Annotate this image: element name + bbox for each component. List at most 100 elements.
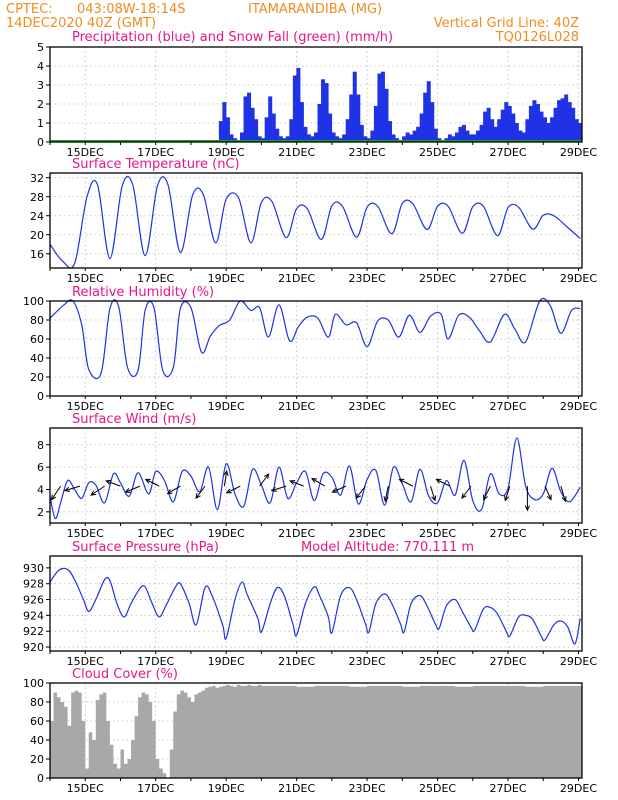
pressure-title: Surface Pressure (hPa) bbox=[72, 540, 219, 555]
precip-bar bbox=[409, 134, 414, 142]
temperature-xtick-label: 19DEC bbox=[208, 272, 245, 285]
cloud-title: Cloud Cover (%) bbox=[72, 667, 178, 682]
humidity-ytick-label: 60 bbox=[30, 333, 44, 346]
wind-vector bbox=[63, 485, 81, 492]
pressure-ytick-label: 922 bbox=[23, 625, 44, 638]
pressure-line bbox=[49, 567, 581, 645]
precip-bar bbox=[285, 136, 290, 142]
precip-bar bbox=[247, 92, 252, 142]
precip-bar bbox=[447, 134, 452, 142]
wind-vector bbox=[544, 485, 552, 501]
humidity-ytick-label: 0 bbox=[37, 390, 44, 403]
cloud-xtick-label: 21DEC bbox=[278, 782, 315, 795]
pressure-ytick-label: 928 bbox=[23, 578, 44, 591]
humidity-xtick-label: 19DEC bbox=[208, 400, 245, 413]
humidity-panel: Relative Humidity (%) 0 20 40 60 80 100 15DEC 1… bbox=[23, 285, 597, 413]
precip-panel: Precipitation (blue) and Snow Fall (gree… bbox=[37, 30, 597, 159]
precip-bar bbox=[359, 124, 364, 142]
precip-ytick-label: 5 bbox=[37, 41, 44, 54]
header-init-time: 14DEC2020 40Z (GMT) bbox=[6, 16, 156, 31]
precip-bar bbox=[430, 102, 435, 142]
temperature-xtick-label: 23DEC bbox=[349, 272, 386, 285]
precip-bar bbox=[504, 102, 509, 142]
wind-panel: Surface Wind (m/s) 2 4 6 8 15DEC 17DEC 19DEC 21… bbox=[37, 412, 597, 540]
header-model: TQ0126L028 bbox=[495, 30, 579, 45]
precip-bar bbox=[412, 130, 417, 142]
precip-frame bbox=[49, 46, 583, 143]
precip-bar bbox=[250, 107, 255, 142]
precip-bar bbox=[254, 119, 259, 142]
precip-bar bbox=[391, 134, 396, 142]
pressure-frame bbox=[49, 555, 583, 652]
temperature-ytick-label: 20 bbox=[30, 229, 44, 242]
precip-bar bbox=[335, 136, 340, 142]
cloud-xtick-label: 19DEC bbox=[208, 782, 245, 795]
precip-xtick-label: 23DEC bbox=[349, 146, 386, 159]
precip-ytick-label: 0 bbox=[37, 136, 44, 149]
wind-vector bbox=[289, 479, 304, 487]
wind-vector bbox=[504, 485, 511, 502]
pressure-xtick-label: 21DEC bbox=[278, 655, 315, 668]
pressure-xtick-label: 27DEC bbox=[489, 655, 526, 668]
precip-bar bbox=[352, 71, 357, 142]
header-coords: 043:08W-18:14S bbox=[77, 2, 185, 17]
temperature-panel: Surface Temperature (nC) 16 20 24 28 32 15DEC… bbox=[30, 157, 597, 285]
pressure-annotation: Model Altitude: 770.111 m bbox=[301, 540, 474, 555]
precip-bar bbox=[521, 132, 526, 142]
wind-ytick-label: 6 bbox=[37, 461, 44, 474]
precip-bar bbox=[465, 130, 470, 142]
precip-bar bbox=[243, 96, 248, 142]
precip-bar bbox=[331, 132, 336, 142]
precip-bar bbox=[271, 113, 276, 142]
precip-bar bbox=[528, 105, 533, 142]
wind-vector bbox=[483, 485, 491, 501]
humidity-xtick-label: 17DEC bbox=[137, 400, 174, 413]
precip-bar bbox=[469, 134, 474, 142]
precip-bar bbox=[314, 132, 318, 142]
precip-bar bbox=[373, 105, 378, 142]
precip-title: Precipitation (blue) and Snow Fall (gree… bbox=[72, 30, 393, 45]
wind-vector bbox=[383, 486, 389, 503]
temperature-xtick-label: 29DEC bbox=[560, 272, 597, 285]
precip-bar bbox=[557, 100, 562, 142]
precip-bar bbox=[264, 117, 269, 142]
precip-bar bbox=[306, 134, 311, 142]
wind-vector bbox=[225, 485, 241, 494]
cloud-ytick-label: 80 bbox=[30, 696, 44, 709]
precip-bar bbox=[525, 119, 530, 142]
precip-bar bbox=[225, 117, 230, 142]
precip-ytick-label: 1 bbox=[37, 117, 44, 130]
temperature-ytick-label: 28 bbox=[30, 191, 44, 204]
wind-vector bbox=[195, 485, 206, 500]
precip-bar bbox=[490, 119, 495, 142]
wind-vector bbox=[105, 479, 121, 487]
wind-vector bbox=[144, 478, 160, 487]
precip-bar bbox=[535, 104, 540, 142]
humidity-xtick-label: 29DEC bbox=[560, 400, 597, 413]
precip-bar bbox=[345, 119, 350, 142]
precip-bar bbox=[553, 107, 558, 142]
precip-bar bbox=[257, 136, 262, 142]
precip-bar bbox=[289, 119, 294, 142]
cloud-area bbox=[50, 684, 582, 778]
precip-bar bbox=[328, 113, 333, 142]
precip-xtick-label: 21DEC bbox=[278, 146, 315, 159]
header-source: CPTEC: bbox=[6, 2, 53, 17]
precip-bar bbox=[511, 113, 516, 142]
wind-vector bbox=[311, 478, 326, 487]
temperature-title: Surface Temperature (nC) bbox=[72, 157, 240, 172]
humidity-xtick-label: 23DEC bbox=[349, 400, 386, 413]
precip-bar bbox=[567, 102, 572, 142]
precip-bar bbox=[497, 119, 502, 142]
precip-bar bbox=[550, 117, 555, 142]
precip-bar bbox=[578, 123, 583, 142]
wind-xtick-label: 17DEC bbox=[137, 527, 174, 540]
pressure-panel: Surface Pressure (hPa) Model Altitude: 7… bbox=[23, 540, 597, 668]
header-location: ITAMARANDIBA (MG) bbox=[248, 2, 382, 17]
pressure-xtick-label: 23DEC bbox=[349, 655, 386, 668]
precip-bar bbox=[384, 88, 389, 142]
wind-vector bbox=[560, 485, 567, 503]
chart-header: CPTEC: 043:08W-18:14S ITAMARANDIBA (MG) … bbox=[6, 2, 579, 45]
precip-bar bbox=[543, 117, 548, 142]
precip-bar bbox=[363, 136, 368, 142]
